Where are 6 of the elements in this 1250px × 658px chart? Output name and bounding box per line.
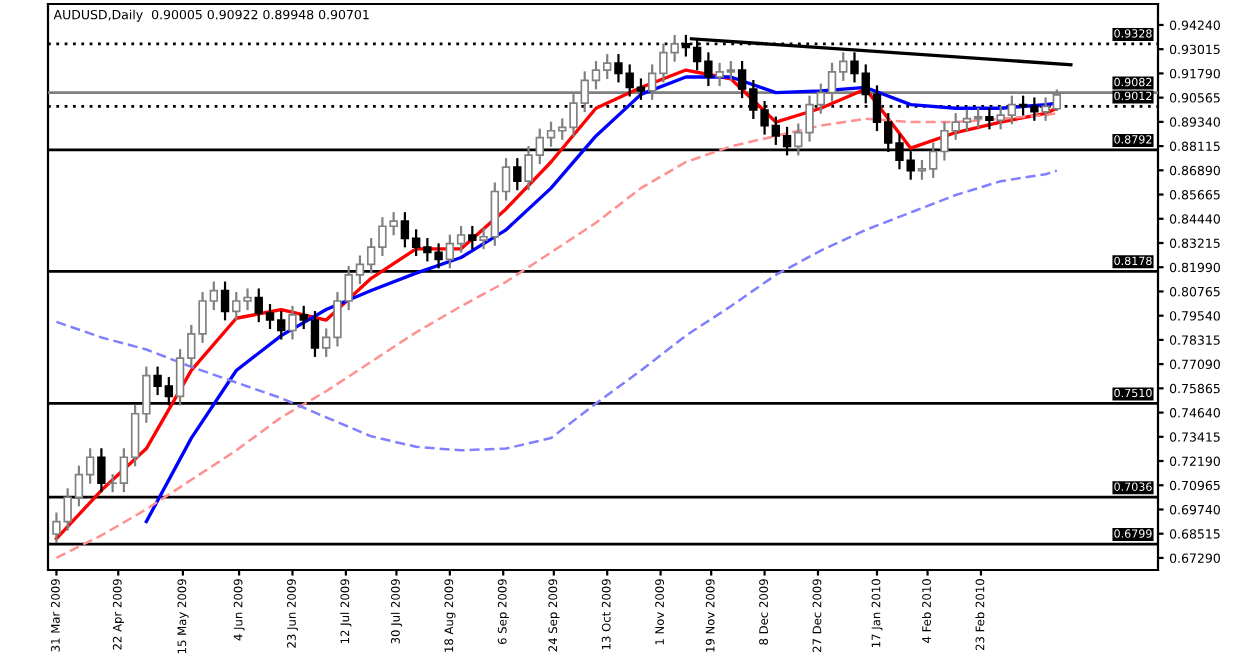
- candlestick: [220, 281, 230, 321]
- line-series: [55, 169, 1059, 452]
- candlestick: [288, 305, 297, 340]
- candlestick: [513, 158, 522, 191]
- candlestick: [97, 448, 106, 493]
- candlestick: [468, 225, 477, 250]
